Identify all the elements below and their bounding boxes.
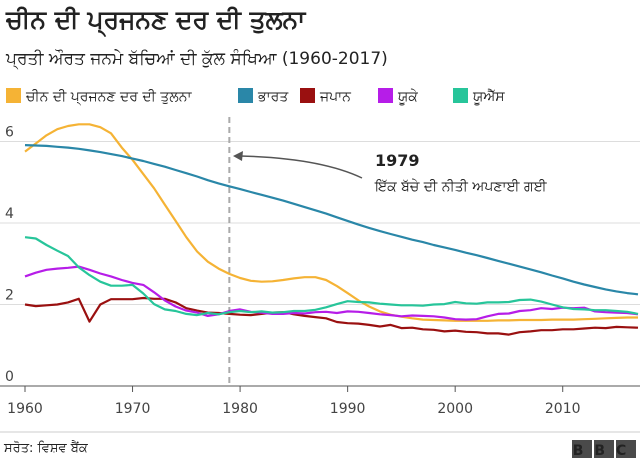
legend-swatch [378,88,393,103]
legend-label: ਯੂਐੱਸ [472,88,505,105]
source: ਸਰੋਤ: ਵਿਸ਼ਵ ਬੈਂਕ [3,440,89,456]
series-line [24,144,639,296]
logo-block [594,440,614,458]
logo-text: BBC [573,443,638,459]
legend-swatch [238,88,253,103]
annotation-text: ਇੱਕ ਬੱਚੇ ਦੀ ਨੀਤੀ ਅਪਣਾਈ ਗਈ [374,179,548,195]
x-tick-label: 1970 [115,401,151,417]
series-line [24,265,639,321]
x-tick-label: 2000 [437,401,473,417]
x-tick-label: 1990 [330,401,366,417]
x-tick-label: 2010 [545,401,581,417]
legend-swatch [300,88,315,103]
legend-label: ਯੂਕੇ [397,89,418,105]
x-tick-label: 1960 [7,401,43,417]
legend-label: ਜਪਾਨ [319,89,351,105]
chart-subtitle: ਪ੍ਰਤੀ ਔਰਤ ਜਨਮੇ ਬੱਚਿਆਂ ਦੀ ਕੁੱਲ ਸੰਖਿਆ (196… [5,49,388,70]
y-tick-label: 0 [5,369,14,385]
annotation-year: 1979 [375,151,420,170]
series-line [24,236,639,317]
legend-swatch [6,88,21,103]
x-tick-label: 1980 [222,401,258,417]
y-tick-label: 2 [5,287,14,303]
logo: BBC [572,440,638,459]
logo-block [572,440,592,458]
legend-label: ਭਾਰਤ [257,89,289,105]
series-line [24,296,639,336]
legend-swatch [453,88,468,103]
logo-block [616,440,636,458]
y-tick-label: 6 [5,124,14,140]
annotation-arrow [239,155,363,179]
series-line [24,123,638,322]
y-tick-label: 4 [5,206,14,222]
legend-label: ਚੀਨ ਦੀ ਪ੍ਰਜਨਣ ਦਰ ਦੀ ਤੁਲਨਾ [25,89,192,106]
arrow-head [233,151,243,161]
chart-title: ਚੀਨ ਦੀ ਪ੍ਰਜਨਣ ਦਰ ਦੀ ਤੁਲਨਾ [5,5,307,37]
